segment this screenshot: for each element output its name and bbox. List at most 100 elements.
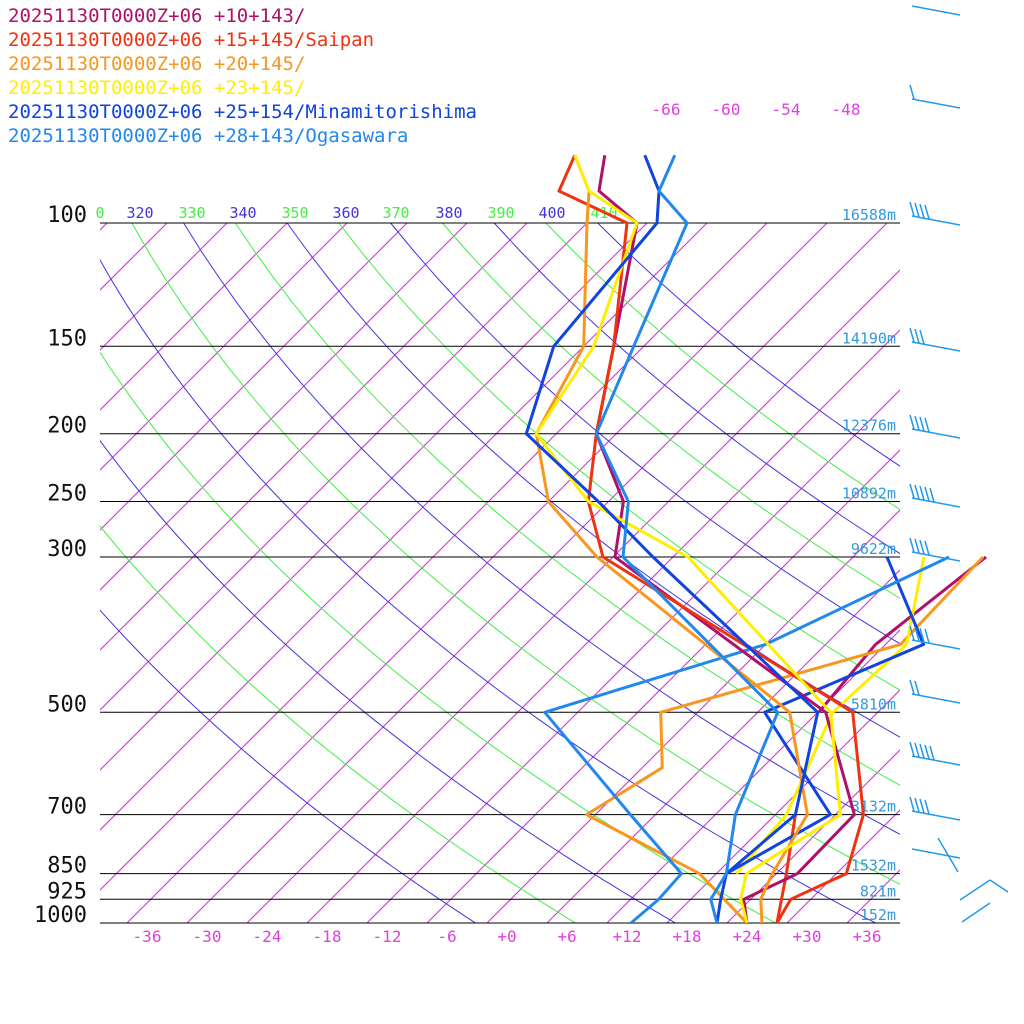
wind-barb <box>909 327 961 352</box>
isotherm-line <box>486 509 900 923</box>
upper-temperature-label: -48 <box>832 100 861 119</box>
isotherm-line <box>100 222 588 711</box>
height-label: 821m <box>860 882 896 900</box>
legend-entry: 20251130T0000Z+06 +25+154/Minamitorishim… <box>8 101 477 123</box>
height-label: 9622m <box>851 540 896 558</box>
wind-barb-flag <box>929 745 935 761</box>
wind-barb <box>909 414 961 439</box>
wind-barb-flag <box>909 796 915 812</box>
wind-barb-staff <box>959 879 991 901</box>
height-label: 14190m <box>842 329 896 347</box>
upper-temperature-label: -66 <box>652 100 681 119</box>
wind-barb-staff <box>937 837 959 873</box>
temperature-tick-label: -12 <box>373 927 402 946</box>
temperature-tick-label: -18 <box>313 927 342 946</box>
isotherm-line <box>100 222 708 831</box>
isotherm-line <box>366 389 900 923</box>
wind-barb-flag <box>909 483 915 499</box>
temperature-tick-label: -30 <box>193 927 222 946</box>
wind-barb <box>909 483 961 508</box>
wind-barb-flag <box>909 679 915 695</box>
wind-barb-staff <box>911 5 961 16</box>
isotherm-line <box>126 222 828 923</box>
wind-barb <box>909 679 961 704</box>
theta-label: 390 <box>487 204 514 222</box>
isotherm-line <box>186 222 888 923</box>
legend: 20251130T0000Z+06 +10+143/20251130T0000Z… <box>8 4 477 148</box>
wind-barb-flag <box>924 540 930 556</box>
dry-adiabat-line <box>390 222 900 645</box>
wind-barb <box>911 848 961 859</box>
pressure-tick-label: 500 <box>47 692 87 717</box>
wind-barb-staff <box>911 341 961 352</box>
dry-adiabat-line <box>100 439 677 923</box>
wind-barb-staff <box>911 551 961 562</box>
wind-barb <box>909 796 961 821</box>
temperature-line <box>594 154 780 923</box>
pressure-tick-label: 1000 <box>34 903 87 928</box>
wind-barb-staff <box>911 428 961 439</box>
theta-label: 0 <box>95 204 104 222</box>
height-label: 5810m <box>851 695 896 713</box>
wind-barb-flag <box>924 744 930 760</box>
temperature-tick-label: +12 <box>613 927 642 946</box>
temperature-tick-label: -24 <box>253 927 282 946</box>
height-label: 16588m <box>842 206 896 224</box>
theta-label: 380 <box>435 204 462 222</box>
isotherm-line <box>100 222 348 471</box>
wind-barb-flag <box>919 416 925 432</box>
wind-barb-staff <box>911 755 961 766</box>
legend-entry: 20251130T0000Z+06 +28+143/Ogasawara <box>8 125 409 147</box>
wind-barb-flag <box>914 415 920 431</box>
wind-barb <box>909 84 961 109</box>
wind-barb-staff <box>911 639 961 650</box>
isotherm-line <box>0 223 47 923</box>
pressure-tick-label: 300 <box>47 537 87 562</box>
wind-barb-staff <box>911 848 961 859</box>
wind-barb-flag <box>924 204 930 220</box>
temperature-line <box>557 154 865 923</box>
theta-label: 340 <box>229 204 256 222</box>
height-label: 10892m <box>842 485 896 503</box>
legend-entry: 20251130T0000Z+06 +10+143/ <box>8 5 306 27</box>
isotherm-line <box>726 749 900 923</box>
temperature-tick-label: +30 <box>793 927 822 946</box>
isotherm-line <box>100 222 768 891</box>
wind-barb-flag <box>924 799 930 815</box>
wind-barb-flag <box>919 203 925 219</box>
wind-barb-staff <box>911 98 961 109</box>
wind-barb-flag <box>929 487 935 503</box>
temperature-tick-label: +18 <box>673 927 702 946</box>
isotherm-line <box>100 222 648 771</box>
isotherm-line <box>100 222 408 531</box>
wind-barb-staff <box>961 902 991 923</box>
temperature-line <box>534 154 809 923</box>
wind-barb-flag <box>919 485 925 501</box>
wind-barb-flag <box>914 538 920 554</box>
pressure-tick-label: 200 <box>47 414 87 439</box>
dry-adiabat-line <box>131 222 900 885</box>
height-label: 3132m <box>851 798 896 816</box>
wind-barb-flag <box>924 486 930 502</box>
temperature-tick-label: +36 <box>853 927 882 946</box>
temperature-line <box>534 154 842 923</box>
wind-barb-flag <box>914 202 920 218</box>
dewpoint-line <box>543 555 950 923</box>
dry-adiabat-line <box>493 222 900 555</box>
dewpoint-line <box>584 555 985 923</box>
dewpoint-line <box>775 814 797 923</box>
dry-adiabat-line <box>100 525 577 923</box>
temperature-tick-label: -6 <box>437 927 456 946</box>
wind-barb-flag <box>914 626 920 642</box>
pressure-tick-label: 150 <box>47 326 87 351</box>
theta-label: 320 <box>126 204 153 222</box>
dry-adiabat-line <box>100 259 877 923</box>
wind-barb-flag <box>989 879 1009 893</box>
isotherm-line <box>100 222 468 591</box>
wind-barb-flag <box>909 537 915 553</box>
pressure-tick-label: 925 <box>47 879 87 904</box>
wind-barb-flag <box>914 797 920 813</box>
dry-adiabat-line <box>100 609 477 923</box>
wind-barb-flag <box>909 84 915 100</box>
